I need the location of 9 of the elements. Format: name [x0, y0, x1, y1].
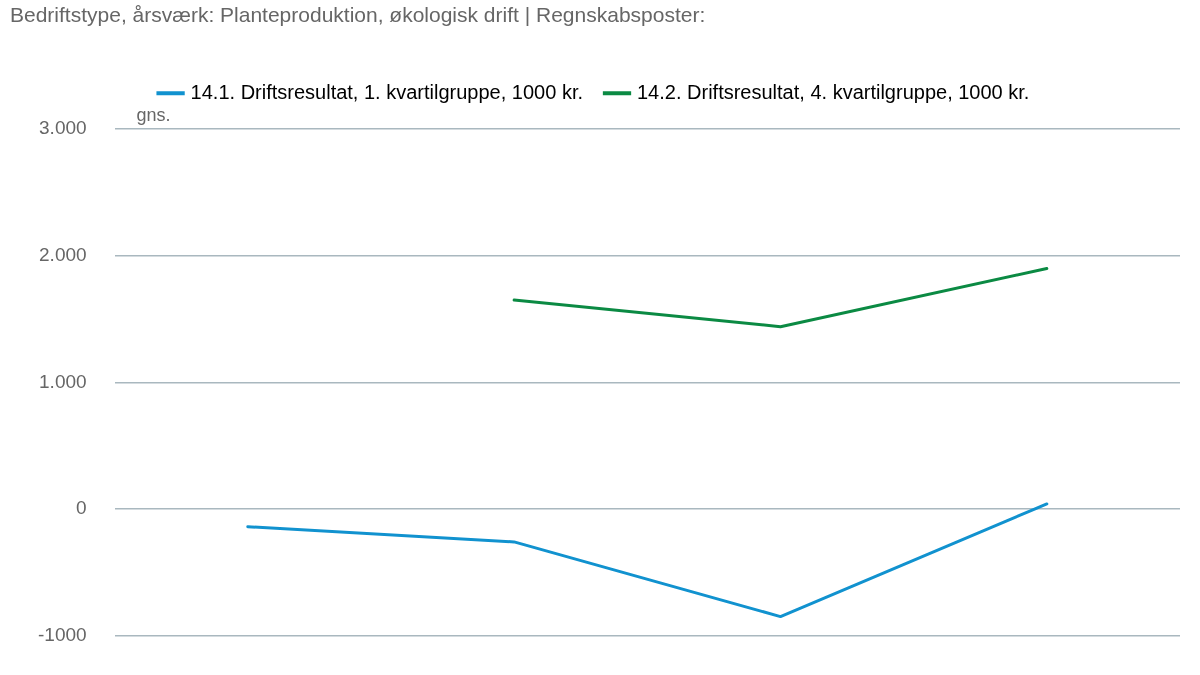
- y-tick-label: -1000: [37, 623, 87, 645]
- y-tick-label: 2.000: [39, 244, 87, 266]
- y-tick-label: 3.000: [39, 117, 87, 139]
- legend-label: 14.1. Driftsresultat, 1. kvartilgruppe, 1000 kr.: [190, 80, 584, 103]
- chart-title: Bedriftstype, årsværk: Planteproduktion, økologisk drift | Regnskabsposter:: [10, 3, 706, 27]
- y-tick-label: 0: [76, 497, 87, 519]
- y-tick-label: 1.000: [39, 370, 87, 392]
- legend-label: 14.2. Driftsresultat, 4. kvartilgruppe, 1000 kr.: [637, 80, 1030, 103]
- y-axis-title: gns.: [136, 105, 171, 126]
